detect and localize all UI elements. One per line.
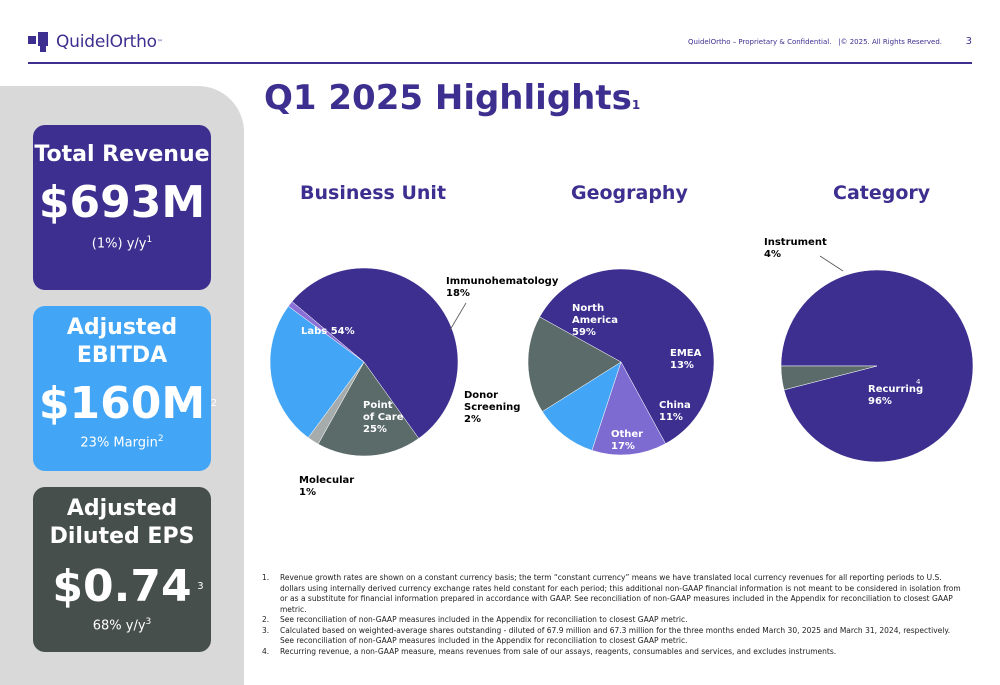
footnote-text: Calculated based on weighted-average sha… [280, 625, 951, 646]
card-sub-text: (1%) y/y [91, 236, 147, 252]
footnote-ref: 3 [197, 581, 204, 592]
header-divider [28, 62, 972, 64]
data-label-recurring: Recurring 96% [868, 384, 923, 407]
total-revenue-card: Total Revenue $693M (1%) y/y1 [33, 125, 211, 290]
copyright-text: |© 2025. All Rights Reserved. [838, 38, 942, 46]
confidential-text: QuidelOrtho – Proprietary & Confidential… [688, 38, 832, 46]
confidential-notice: QuidelOrtho – Proprietary & Confidential… [688, 38, 942, 46]
data-label-china: China 11% [659, 400, 691, 423]
chart-title-geography: Geography [571, 182, 688, 204]
data-label-other: Other 17% [611, 429, 643, 452]
card-sub: 23% Margin2 [33, 434, 211, 450]
logo-text: QuidelOrtho [56, 32, 157, 52]
card-title-line1: Adjusted [66, 315, 178, 340]
adjusted-eps-card: Adjusted Diluted EPS $0.74 3 68% y/y3 [33, 487, 211, 652]
leader-line [819, 255, 844, 272]
footnote-ref: 4 [916, 378, 921, 386]
pie-slice-north-america [539, 268, 715, 444]
card-sub: (1%) y/y1 [33, 235, 211, 251]
footnote-item: 2. See reconciliation of non-GAAP measure… [262, 615, 962, 626]
footnote-text: Revenue growth rates are shown on a cons… [280, 573, 961, 614]
footnote-ref: 2 [157, 434, 164, 444]
card-value-text: $160M [38, 378, 206, 429]
data-label-emea: EMEA 13% [670, 348, 702, 371]
card-title: Adjusted EBITDA [33, 314, 211, 370]
footnote-text: Recurring revenue, a non-GAAP measure, m… [280, 646, 837, 656]
card-sub: 68% y/y3 [33, 617, 211, 633]
card-value: $0.74 3 [52, 561, 203, 613]
leader-line [449, 302, 467, 331]
page-number: 3 [965, 36, 972, 47]
pie-slice-other [527, 316, 622, 412]
footnote-num: 1. [262, 573, 270, 582]
chart-title-category: Category [833, 182, 931, 204]
card-title-line2: Diluted EPS [49, 524, 195, 549]
footnote-num: 3. [262, 625, 270, 635]
card-title: Adjusted Diluted EPS [33, 495, 211, 551]
page-title-text: Q1 2025 Highlights [264, 78, 632, 118]
data-label-instrument: Instrument 4% [764, 237, 827, 260]
card-value: $693M [38, 177, 206, 228]
pie-slice-instrument [780, 365, 878, 391]
card-sub-text: 68% y/y [92, 618, 146, 634]
pie-0: Labs 54% Immunohematology 18% Donor Screenin… [269, 267, 559, 498]
data-label-donor-screening: Donor Screening 2% [464, 390, 520, 425]
footnote-text: See reconciliation of non-GAAP measures … [280, 615, 688, 624]
card-value: $160M 2 [38, 378, 217, 430]
pie-slice-emea [591, 361, 666, 456]
page-title: Q1 2025 Highlights1 [264, 78, 640, 118]
pie-slice-point-of-care [269, 305, 365, 439]
pie-slice-labs [291, 267, 459, 439]
pie-1: North America 59% EMEA 13% China 11% Other 17% [527, 268, 715, 456]
card-title-line2: EBITDA [76, 343, 168, 368]
adjusted-ebitda-card: Adjusted EBITDA $160M 2 23% Margin2 [33, 306, 217, 471]
pie-slice-molecular [287, 301, 365, 363]
footnote-item: 1. Revenue growth rates are shown on a co… [262, 573, 962, 615]
logo-mark-icon [28, 32, 48, 52]
footnote-ref: 1 [146, 235, 153, 245]
pie-slice-immunohematology [317, 361, 420, 457]
chart-title-business-unit: Business Unit [300, 182, 447, 204]
data-label-labs: Labs 54% [301, 326, 355, 337]
footnote-ref: 2 [210, 398, 218, 409]
company-logo: QuidelOrtho ™ [28, 32, 163, 52]
footnote-ref: 3 [145, 617, 152, 627]
footnote-item: 4. Recurring revenue, a non-GAAP measure,… [262, 647, 962, 658]
data-label-point-of-care: Point of Care 25% [363, 400, 404, 435]
footnote-num: 4. [262, 646, 270, 656]
footnotes: 1. Revenue growth rates are shown on a co… [262, 573, 962, 657]
footnote-item: 3. Calculated based on weighted-average s… [262, 626, 962, 647]
pie-2: Recurring 96%4 Instrument 4% [764, 237, 974, 463]
data-label-north-america: North America 59% [572, 303, 618, 338]
footnote-ref: 1 [631, 98, 641, 112]
footnote-num: 2. [262, 615, 270, 624]
card-title: Total Revenue [34, 142, 210, 167]
card-value-text: $0.74 [52, 561, 192, 612]
data-label-molecular: Molecular 1% [299, 475, 354, 498]
card-title-line1: Adjusted [66, 496, 178, 521]
card-sub-text: 23% Margin [80, 435, 158, 451]
data-label-immunohematology: Immunohematology 18% [446, 276, 559, 299]
